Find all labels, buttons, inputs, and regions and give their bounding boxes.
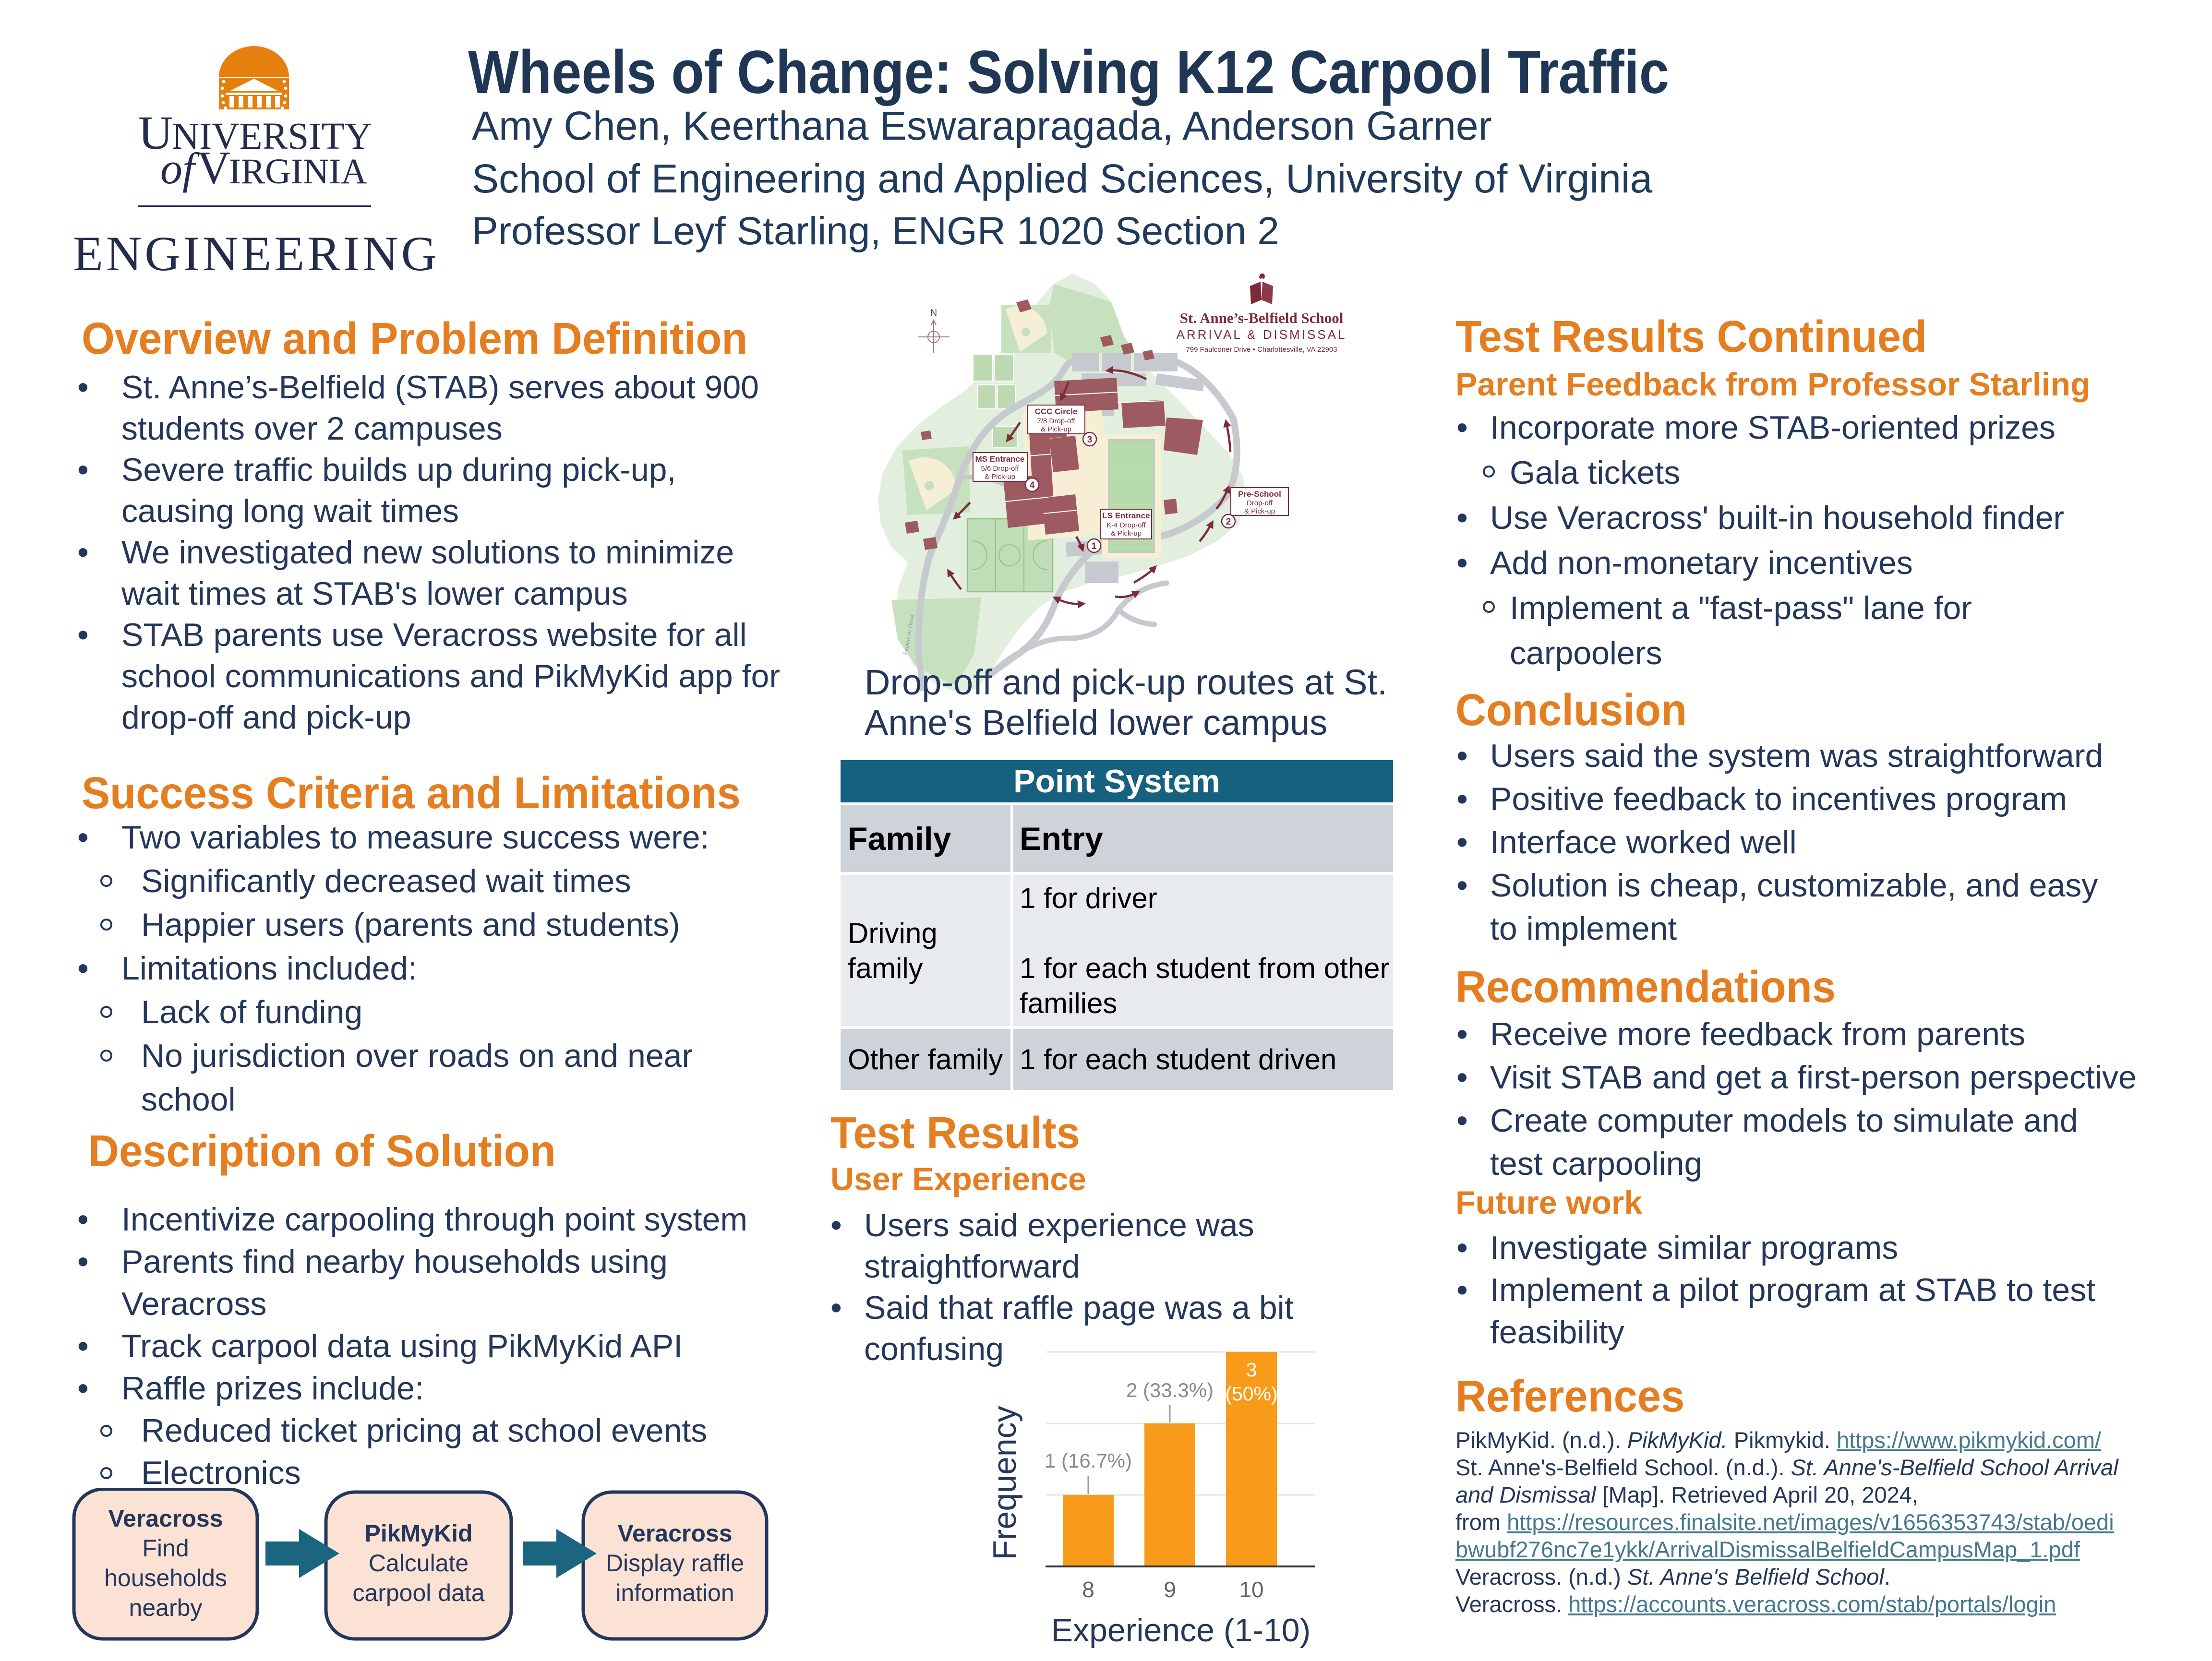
svg-text:3: 3 <box>1087 435 1093 445</box>
svg-text:of: of <box>160 144 200 193</box>
svg-text:Pre-School: Pre-School <box>1238 490 1281 499</box>
svg-text:& Pick-up: & Pick-up <box>1041 425 1071 433</box>
svg-text:& Pick-up: & Pick-up <box>1244 507 1275 515</box>
svg-text:ARRIVAL & DISMISSAL: ARRIVAL & DISMISSAL <box>1177 327 1347 342</box>
svg-text:Calculate: Calculate <box>369 1550 469 1577</box>
svg-text:information: information <box>615 1579 734 1606</box>
svg-text:U: U <box>138 106 173 159</box>
svg-text:V: V <box>197 142 230 193</box>
svg-text:8: 8 <box>1082 1577 1094 1602</box>
svg-text:Display raffle: Display raffle <box>606 1550 744 1577</box>
svg-text:9: 9 <box>1164 1577 1176 1602</box>
svg-text:PikMyKid: PikMyKid <box>364 1520 472 1547</box>
svg-text:Veracross: Veracross <box>617 1520 732 1547</box>
svg-text:Drop-off: Drop-off <box>1247 499 1273 507</box>
svg-text:2: 2 <box>1226 517 1231 527</box>
svg-text:Find: Find <box>142 1535 189 1562</box>
svg-text:K-4 Drop-off: K-4 Drop-off <box>1106 521 1146 529</box>
svg-text:IRGINIA: IRGINIA <box>229 152 367 191</box>
svg-text:7/8 Drop-off: 7/8 Drop-off <box>1037 417 1076 425</box>
svg-text:ENGINEERING: ENGINEERING <box>73 227 440 281</box>
svg-text:Experience (1-10): Experience (1-10) <box>1051 1612 1310 1649</box>
svg-text:Frequency: Frequency <box>986 1406 1023 1560</box>
svg-text:2 (33.3%): 2 (33.3%) <box>1126 1379 1214 1401</box>
svg-text:3: 3 <box>1246 1359 1257 1381</box>
svg-text:MS Entrance: MS Entrance <box>975 454 1025 464</box>
svg-text:carpool data: carpool data <box>352 1579 484 1606</box>
svg-text:1: 1 <box>1092 541 1097 551</box>
svg-text:& Pick-up: & Pick-up <box>985 473 1015 481</box>
svg-text:NIVERSITY: NIVERSITY <box>172 116 372 157</box>
svg-text:5/6 Drop-off: 5/6 Drop-off <box>981 465 1020 473</box>
svg-text:1 (16.7%): 1 (16.7%) <box>1045 1449 1132 1472</box>
svg-text:St. Anne’s-Belfield School: St. Anne’s-Belfield School <box>1180 310 1344 326</box>
svg-text:CCC Circle: CCC Circle <box>1035 407 1078 416</box>
svg-text:799 Faulconer Drive • Charlott: 799 Faulconer Drive • Charlottesville, V… <box>1186 346 1337 354</box>
svg-text:nearby: nearby <box>129 1594 203 1621</box>
svg-text:(50%): (50%) <box>1225 1383 1277 1405</box>
svg-text:Veracross: Veracross <box>108 1505 223 1532</box>
svg-text:10: 10 <box>1239 1577 1263 1602</box>
svg-text:& Pick-up: & Pick-up <box>1111 529 1142 538</box>
svg-text:LS Entrance: LS Entrance <box>1102 511 1150 520</box>
svg-text:households: households <box>104 1565 227 1591</box>
svg-text:4: 4 <box>1030 480 1035 490</box>
svg-text:N: N <box>930 308 937 318</box>
